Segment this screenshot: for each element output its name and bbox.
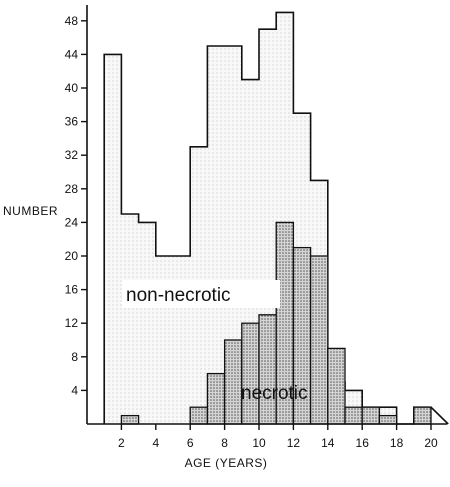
non-necrotic-label: non-necrotic bbox=[126, 285, 231, 306]
necrotic-bar bbox=[223, 339, 243, 425]
necrotic-bar bbox=[189, 406, 209, 425]
y-tick-label: 36 bbox=[65, 115, 79, 129]
x-tick-label: 18 bbox=[390, 436, 404, 450]
y-tick-label: 40 bbox=[65, 81, 79, 95]
necrotic-bar bbox=[206, 372, 226, 425]
x-tick-label: 20 bbox=[424, 436, 438, 450]
necrotic-label: necrotic bbox=[241, 383, 308, 404]
x-tick-label: 8 bbox=[221, 436, 228, 450]
non-necrotic-bar bbox=[224, 46, 242, 424]
y-tick-label: 12 bbox=[65, 316, 79, 330]
x-tick-label: 2 bbox=[118, 436, 125, 450]
non-necrotic-label-backdrop bbox=[122, 280, 280, 308]
necrotic-bar bbox=[413, 406, 432, 425]
necrotic-bar bbox=[378, 414, 398, 425]
non-necrotic-bar bbox=[104, 54, 122, 425]
y-tick-label: 48 bbox=[65, 14, 79, 28]
y-tick-label: 4 bbox=[71, 383, 78, 397]
x-ticks: 2 4 6 8 10 12 14 16 18 20 bbox=[118, 424, 438, 450]
axes bbox=[86, 5, 447, 425]
y-tick-label: 20 bbox=[65, 249, 79, 263]
x-tick-label: 6 bbox=[187, 436, 194, 450]
necrotic-bar bbox=[361, 406, 381, 425]
necrotic-bar bbox=[241, 322, 260, 425]
y-axis-title: NUMBER bbox=[3, 204, 58, 218]
x-tick-label: 16 bbox=[356, 436, 370, 450]
x-tick-label: 14 bbox=[321, 436, 335, 450]
y-tick-label: 24 bbox=[65, 215, 79, 229]
necrotic-bar bbox=[309, 255, 329, 425]
x-tick-label: 10 bbox=[252, 436, 266, 450]
necrotic-bar bbox=[327, 347, 346, 425]
necrotic-bar bbox=[120, 414, 140, 425]
non-necrotic-bar bbox=[121, 214, 139, 424]
non-necrotic-bar bbox=[207, 46, 225, 424]
y-tick-label: 16 bbox=[65, 283, 79, 297]
non-necrotic-bar bbox=[138, 222, 156, 424]
x-tick-label: 4 bbox=[152, 436, 159, 450]
y-tick-label: 28 bbox=[65, 182, 79, 196]
necrotic-bar bbox=[344, 406, 363, 425]
y-tick-label: 8 bbox=[71, 350, 78, 364]
y-tick-label: 44 bbox=[65, 47, 79, 61]
x-axis-title: AGE (YEARS) bbox=[185, 456, 268, 470]
x-tick-label: 12 bbox=[287, 436, 301, 450]
y-tick-label: 32 bbox=[65, 148, 79, 162]
necrotic-bar bbox=[258, 314, 277, 425]
